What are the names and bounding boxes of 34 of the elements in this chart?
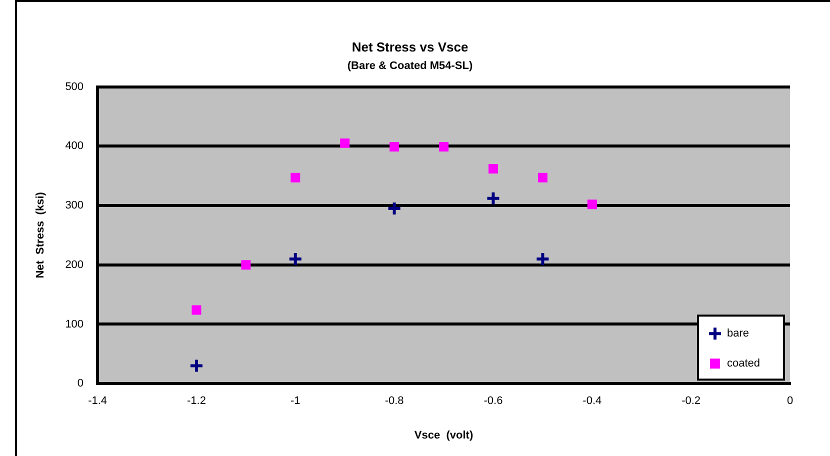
x-tick-label: 0 [786, 395, 794, 408]
point [535, 251, 550, 266]
y-tick-label: 500 [65, 80, 84, 93]
point [486, 190, 501, 206]
y-tick-label: 300 [65, 200, 84, 212]
x-tick-label: -0.8 [384, 395, 404, 408]
y-axis-title: Net Stress (ksi) [34, 192, 47, 278]
point [290, 172, 300, 182]
point [288, 251, 303, 266]
y-tick-label: 0 [77, 378, 84, 390]
y-tick-label: 400 [65, 140, 84, 152]
x-tick-label: -1.4 [88, 395, 108, 408]
point [587, 200, 597, 210]
x-tick-label: -0.2 [682, 395, 701, 408]
point [192, 305, 202, 315]
point [538, 172, 548, 182]
y-tick-label: 200 [65, 258, 84, 271]
x-tick-label: -0.6 [484, 395, 503, 408]
y-tick-label: 100 [65, 318, 84, 330]
x-axis-title: Vsce (volt) [414, 429, 474, 442]
legend-label: coated [727, 358, 760, 370]
point [241, 260, 251, 270]
chart-title: Net Stress vs Vsce [352, 39, 468, 54]
chart-subtitle: (Bare & Coated M54-SL) [347, 60, 473, 72]
x-tick-label: -1.2 [186, 395, 206, 408]
x-tick-label: -1 [290, 395, 300, 408]
point [390, 142, 400, 152]
point [386, 200, 402, 216]
point [439, 142, 449, 152]
legend-label: bare [727, 328, 750, 340]
point [188, 358, 204, 374]
point [340, 138, 350, 148]
x-tick-label: -0.4 [582, 395, 602, 408]
point [488, 164, 498, 174]
